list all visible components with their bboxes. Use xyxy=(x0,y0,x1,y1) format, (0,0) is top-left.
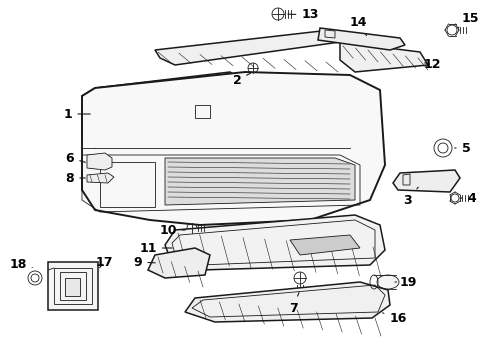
Polygon shape xyxy=(82,72,384,225)
Text: 3: 3 xyxy=(403,187,417,207)
Polygon shape xyxy=(339,42,427,72)
Polygon shape xyxy=(164,215,384,270)
Text: 1: 1 xyxy=(63,108,90,121)
Polygon shape xyxy=(87,173,114,183)
Text: 13: 13 xyxy=(287,9,318,22)
Text: 5: 5 xyxy=(454,141,469,154)
Text: 15: 15 xyxy=(457,12,478,28)
Text: 10: 10 xyxy=(159,224,185,237)
Text: 2: 2 xyxy=(232,73,250,86)
Polygon shape xyxy=(82,108,95,120)
Text: 19: 19 xyxy=(394,275,416,288)
Text: 18: 18 xyxy=(9,258,32,271)
Polygon shape xyxy=(289,235,359,255)
Text: 16: 16 xyxy=(382,311,406,324)
Text: 17: 17 xyxy=(95,256,113,269)
Text: 12: 12 xyxy=(423,58,440,72)
Polygon shape xyxy=(317,28,404,50)
Polygon shape xyxy=(87,153,112,170)
Text: 7: 7 xyxy=(288,293,298,315)
Text: 4: 4 xyxy=(459,192,475,204)
Polygon shape xyxy=(148,248,209,278)
Text: 9: 9 xyxy=(133,256,155,269)
Text: 14: 14 xyxy=(348,15,366,36)
Text: 6: 6 xyxy=(65,152,85,165)
Polygon shape xyxy=(48,262,98,310)
Polygon shape xyxy=(164,158,354,205)
Polygon shape xyxy=(155,30,339,65)
Polygon shape xyxy=(392,170,459,192)
Polygon shape xyxy=(65,278,80,296)
Text: 8: 8 xyxy=(65,171,85,184)
Text: 11: 11 xyxy=(139,242,172,255)
Polygon shape xyxy=(82,72,244,148)
Ellipse shape xyxy=(376,275,398,289)
Polygon shape xyxy=(184,282,389,322)
